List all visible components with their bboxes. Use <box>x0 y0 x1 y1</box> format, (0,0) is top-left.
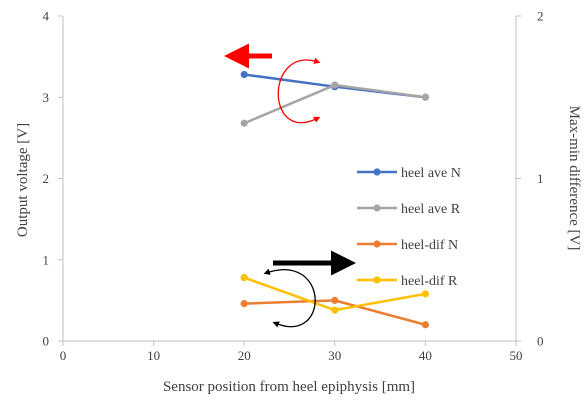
y-tick-label: 1 <box>43 252 50 267</box>
tick-marks <box>58 15 521 346</box>
data-point-heel-dif-r <box>421 290 429 298</box>
curved-arrow-black <box>263 268 316 328</box>
y2-tick-label: 1 <box>537 171 544 186</box>
data-point-heel-dif-n <box>421 321 429 329</box>
y-tick-label: 2 <box>43 171 50 186</box>
y-tick-label: 4 <box>43 9 50 24</box>
y2-tick-label: 0 <box>537 334 544 349</box>
data-point-heel-ave-r <box>421 93 429 101</box>
legend-label-heel-ave-r: heel ave R <box>401 202 461 217</box>
legend-label-heel-ave-n: heel ave N <box>401 166 461 181</box>
x-tick-label: 0 <box>60 348 67 363</box>
x-tick-label: 40 <box>419 348 432 363</box>
data-point-heel-dif-r <box>240 274 248 282</box>
legend-swatch-marker-heel-ave-r <box>373 204 381 212</box>
data-point-heel-dif-n <box>240 300 248 308</box>
legend-swatch-marker-heel-dif-r <box>373 276 381 284</box>
series-layer <box>240 70 429 329</box>
curved-arrow-red <box>277 57 321 124</box>
legend: heel ave N heel ave R heel-dif N heel-dif R <box>357 166 461 289</box>
data-point-heel-ave-r <box>240 119 248 127</box>
legend-swatch-marker-heel-dif-n <box>373 240 381 248</box>
x-tick-label: 50 <box>510 348 523 363</box>
y2-tick-label: 2 <box>537 9 544 24</box>
series-line-heel-ave-r <box>243 83 426 125</box>
legend-label-heel-dif-n: heel-dif N <box>401 238 458 253</box>
x-tick-label: 10 <box>147 348 160 363</box>
y-axis-title: Output voltage [V] <box>15 123 31 237</box>
series-line-heel-dif-r <box>243 276 426 312</box>
data-point-heel-ave-n <box>240 70 248 79</box>
y-tick-label: 3 <box>43 90 50 105</box>
y-tick-label: 0 <box>43 334 50 349</box>
data-point-heel-ave-r <box>331 81 339 89</box>
x-tick-label: 30 <box>328 348 341 363</box>
x-axis-title: Sensor position from heel epiphysis [mm] <box>163 379 415 395</box>
legend-swatch-marker-heel-ave-n <box>373 168 381 176</box>
annotations <box>224 43 356 328</box>
legend-label-heel-dif-r: heel-dif R <box>401 274 458 289</box>
data-point-heel-dif-n <box>331 296 339 304</box>
data-point-heel-dif-r <box>331 306 339 314</box>
y2-axis-title: Max-min difference [V] <box>566 106 582 251</box>
x-tick-label: 20 <box>238 348 251 363</box>
